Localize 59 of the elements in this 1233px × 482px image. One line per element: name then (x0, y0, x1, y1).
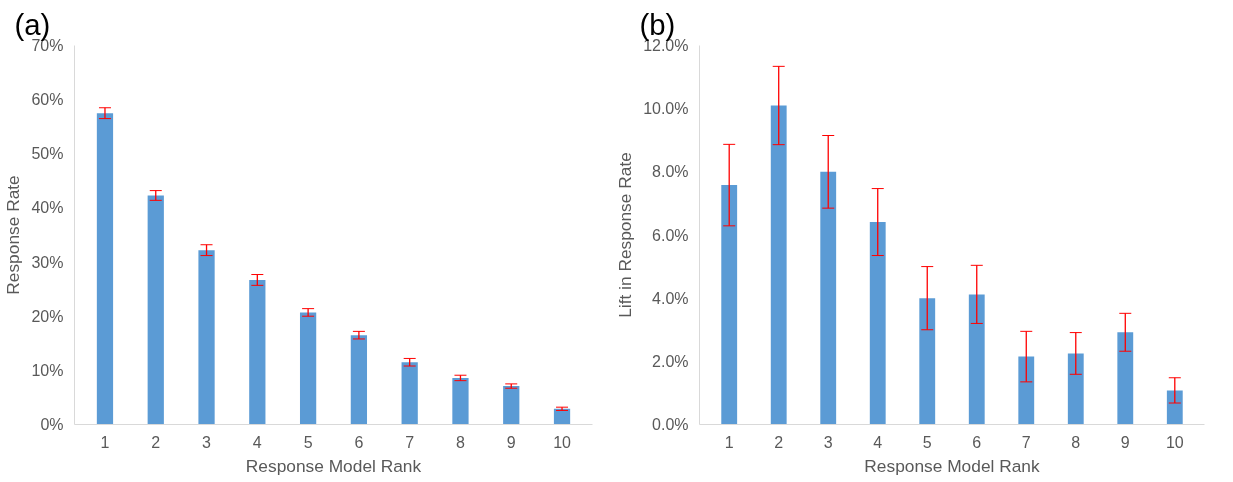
x-tick-label: 8 (1071, 433, 1081, 451)
bar (1018, 356, 1035, 425)
x-tick-label: 2 (151, 433, 161, 451)
bar (968, 294, 985, 425)
x-tick-label: 6 (354, 433, 364, 451)
y-tick-label: 2.0% (652, 352, 689, 370)
x-tick-label: 10 (553, 433, 572, 451)
y-axis-title: Lift in Response Rate (615, 152, 636, 318)
x-tick-label: 4 (252, 433, 262, 451)
bar (820, 171, 837, 425)
x-tick-label: 5 (303, 433, 313, 451)
x-tick-label: 7 (405, 433, 415, 451)
x-tick-label: 2 (774, 433, 784, 451)
x-tick-label: 5 (922, 433, 932, 451)
bar (1067, 353, 1084, 425)
bar (721, 185, 738, 425)
y-tick-label: 50% (31, 145, 64, 163)
x-tick-label: 6 (972, 433, 982, 451)
bar (249, 279, 266, 425)
bar (503, 386, 520, 425)
y-tick-label: 8.0% (652, 163, 689, 181)
bar (452, 377, 469, 425)
x-tick-label: 3 (202, 433, 212, 451)
y-tick-label: 0% (40, 416, 64, 433)
y-tick-label: 4.0% (652, 289, 689, 307)
y-tick-label: 60% (31, 91, 64, 109)
chart-title: (b) (639, 7, 676, 41)
x-tick-label: 1 (724, 433, 734, 451)
x-tick-label: 10 (1165, 433, 1184, 451)
y-tick-label: 30% (31, 253, 64, 271)
bar (198, 250, 215, 425)
x-axis-title: Response Model Rank (864, 455, 1040, 476)
x-tick-label: 8 (456, 433, 466, 451)
bar (147, 195, 164, 425)
y-tick-label: 40% (31, 199, 64, 217)
y-tick-label: 6.0% (652, 226, 689, 244)
bar (919, 298, 936, 425)
bar (299, 312, 317, 425)
chart-title: (a) (14, 7, 51, 41)
x-tick-label: 1 (100, 433, 110, 451)
bar (553, 408, 571, 425)
x-tick-label: 9 (1120, 433, 1130, 451)
y-tick-label: 0.0% (652, 416, 689, 433)
y-tick-label: 10.0% (643, 100, 689, 118)
x-axis-title: Response Model Rank (245, 455, 422, 476)
y-tick-label: 20% (31, 307, 64, 325)
y-axis-title: Response Rate (3, 175, 24, 295)
x-tick-label: 4 (873, 433, 883, 451)
x-tick-label: 3 (823, 433, 833, 451)
bar (770, 105, 787, 425)
x-tick-label: 9 (506, 433, 516, 451)
x-tick-label: 7 (1021, 433, 1031, 451)
bar (96, 113, 114, 425)
bar (1166, 390, 1183, 425)
bar (350, 335, 368, 425)
bar (401, 362, 418, 425)
bar (869, 222, 886, 425)
bar (1117, 332, 1134, 425)
y-tick-label: 10% (31, 361, 64, 379)
